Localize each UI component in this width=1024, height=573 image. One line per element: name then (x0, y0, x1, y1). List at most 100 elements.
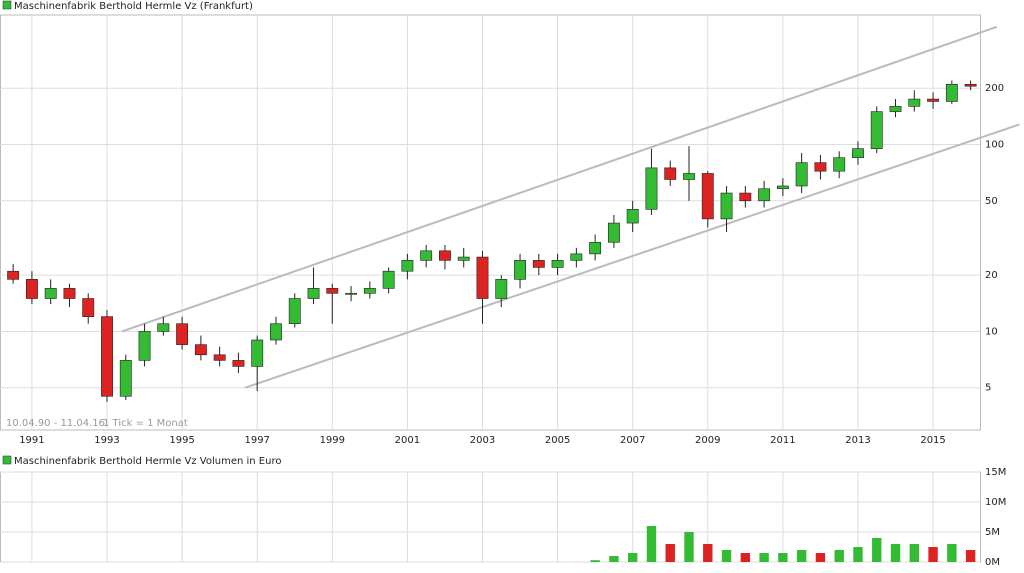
x-tick-label: 2003 (470, 435, 495, 446)
volume-bar (627, 553, 638, 562)
volume-bar (947, 544, 957, 562)
candle-body (138, 331, 151, 361)
y-tick-label: 200 (985, 83, 1004, 94)
volume-bar (928, 547, 938, 562)
candle-body (833, 157, 846, 172)
interval-label: 1 Tick = 1 Monat (103, 418, 188, 429)
y-tick-label: 20 (985, 270, 998, 281)
candle-body (589, 241, 602, 255)
candle-body (194, 344, 207, 356)
chart-title: Maschinenfabrik Berthold Hermle Vz Volum… (14, 456, 281, 467)
candle-body (119, 360, 132, 397)
candle-body (251, 339, 264, 367)
candle-body (82, 298, 95, 317)
volume-bar (590, 560, 600, 562)
y-tick-label: 5M (985, 527, 1000, 538)
candle-body (213, 354, 226, 361)
candle-body (683, 173, 695, 180)
y-tick-label: 0M (985, 557, 1000, 568)
x-tick-label: 2011 (770, 435, 795, 446)
candle-body (345, 292, 358, 295)
volume-bar (872, 538, 882, 562)
candle-body (363, 288, 376, 294)
x-tick-label: 2015 (920, 435, 945, 446)
x-tick-label: 1997 (244, 435, 269, 446)
candle-body (25, 279, 38, 299)
volume-bar (890, 544, 901, 562)
y-tick-label: 5 (985, 383, 991, 394)
candle-body (795, 162, 808, 187)
candle-body (570, 253, 583, 261)
candle-body (382, 270, 395, 289)
y-tick-label: 50 (985, 196, 998, 207)
candle-body (63, 288, 76, 299)
candle-body (270, 323, 282, 341)
candle-body (532, 260, 545, 268)
candle-body (626, 209, 639, 224)
candle-body (401, 260, 414, 272)
y-tick-label: 10M (985, 497, 1006, 508)
candle-body (420, 250, 433, 261)
volume-bar (909, 544, 919, 562)
x-tick-label: 2007 (620, 435, 645, 446)
x-tick-label: 2009 (695, 435, 720, 446)
volume-bar (740, 553, 751, 562)
x-tick-label: 1999 (320, 435, 345, 446)
candle-body (739, 192, 752, 202)
candle-body (307, 288, 320, 299)
candle-body (814, 162, 827, 172)
volume-bar (665, 544, 675, 562)
candle-body (457, 256, 470, 261)
candle-body (326, 288, 339, 294)
candle-body (645, 167, 658, 210)
volume-bar (721, 550, 732, 562)
x-tick-label: 1995 (169, 435, 194, 446)
candle-body (551, 260, 564, 268)
volume-bar (796, 550, 807, 562)
x-tick-label: 2001 (395, 435, 420, 446)
chart-title: Maschinenfabrik Berthold Hermle Vz (Fran… (14, 1, 253, 12)
candle-body (758, 188, 771, 202)
candle-body (7, 270, 20, 280)
price-frame (0, 14, 981, 431)
legend-swatch (2, 0, 12, 10)
trendline (244, 123, 1020, 389)
x-tick-label: 2013 (845, 435, 870, 446)
candle-body (44, 288, 57, 299)
candle-body (964, 83, 977, 87)
trendline (121, 25, 998, 333)
candle-body (776, 185, 789, 190)
candle-body (288, 298, 301, 325)
candle-body (607, 222, 620, 243)
candle-body (101, 316, 113, 397)
candle-body (701, 173, 714, 220)
volume-bar (834, 550, 844, 562)
candle-body (945, 83, 958, 102)
volume-bar (815, 553, 826, 562)
y-tick-label: 100 (985, 140, 1004, 151)
period-label: 10.04.90 - 11.04.16 (6, 418, 105, 429)
candle-body (495, 279, 508, 299)
candle-body (908, 98, 921, 107)
x-tick-label: 1991 (19, 435, 44, 446)
candle-body (889, 106, 902, 112)
volume-bar (965, 550, 976, 562)
candle-body (514, 260, 526, 280)
volume-bar (684, 532, 694, 562)
volume-frame (0, 471, 981, 563)
candle-body (720, 192, 733, 220)
candle-body (232, 360, 245, 367)
candle-body (176, 323, 189, 345)
x-tick-label: 2005 (545, 435, 570, 446)
candle-body (664, 167, 677, 180)
volume-bar (609, 556, 619, 562)
volume-bar (646, 526, 657, 562)
candle-body (476, 256, 489, 299)
candle-body (157, 323, 170, 332)
volume-bar (703, 544, 713, 562)
y-tick-label: 10 (985, 326, 998, 337)
candle-body (852, 148, 864, 159)
candle-body (927, 98, 939, 102)
